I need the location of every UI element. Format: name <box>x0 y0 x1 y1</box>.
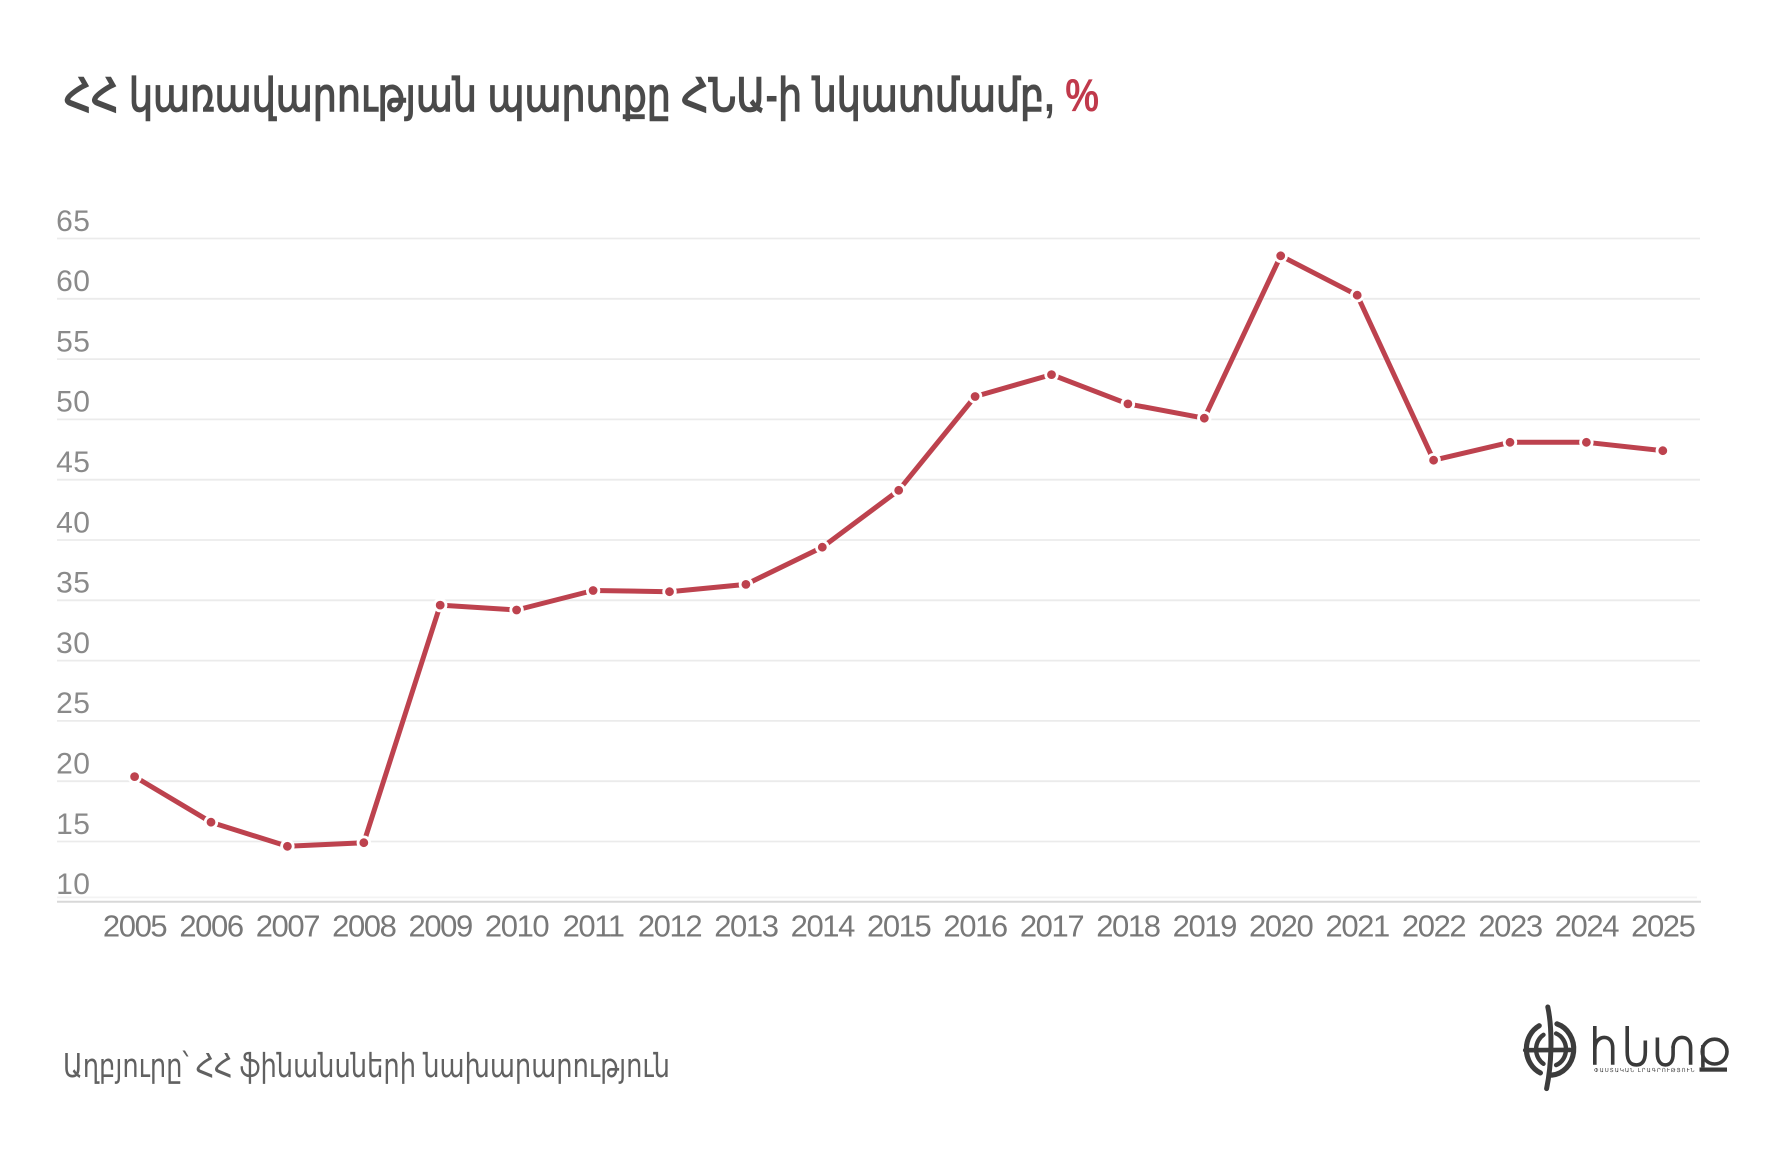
svg-text:2010: 2010 <box>485 908 550 943</box>
svg-text:2015: 2015 <box>867 908 931 943</box>
svg-text:2006: 2006 <box>179 908 243 943</box>
svg-text:2019: 2019 <box>1173 908 1237 943</box>
svg-text:65: 65 <box>56 205 90 238</box>
svg-text:2016: 2016 <box>943 908 1007 943</box>
svg-text:2018: 2018 <box>1096 908 1160 943</box>
svg-text:2025: 2025 <box>1631 908 1695 943</box>
svg-text:10: 10 <box>56 868 90 901</box>
svg-text:2013: 2013 <box>714 908 778 943</box>
svg-text:2020: 2020 <box>1249 908 1314 943</box>
svg-text:35: 35 <box>56 567 90 600</box>
svg-text:2022: 2022 <box>1402 908 1466 943</box>
svg-text:2011: 2011 <box>563 908 624 943</box>
svg-text:ՓԱՍՏԱԿԱՆ ԼՐԱԳՐՈՒԹՅՈՒՆ: ՓԱՍՏԱԿԱՆ ԼՐԱԳՐՈՒԹՅՈՒՆ <box>1594 1067 1696 1074</box>
svg-text:2021: 2021 <box>1326 908 1390 943</box>
svg-text:60: 60 <box>56 265 90 298</box>
svg-text:2008: 2008 <box>332 908 396 943</box>
svg-text:2009: 2009 <box>409 908 473 943</box>
svg-text:50: 50 <box>56 386 90 419</box>
svg-text:40: 40 <box>56 506 90 539</box>
svg-text:2024: 2024 <box>1555 908 1620 943</box>
svg-text:20: 20 <box>56 748 90 781</box>
svg-text:25: 25 <box>56 687 90 720</box>
svg-text:2012: 2012 <box>638 908 702 943</box>
svg-text:2017: 2017 <box>1020 908 1084 943</box>
svg-text:15: 15 <box>56 808 90 841</box>
svg-text:2014: 2014 <box>791 908 856 943</box>
svg-text:55: 55 <box>56 325 90 358</box>
svg-text:30: 30 <box>56 627 90 660</box>
svg-text:45: 45 <box>56 446 90 479</box>
svg-text:2023: 2023 <box>1478 908 1542 943</box>
svg-text:2007: 2007 <box>256 908 320 943</box>
svg-text:2005: 2005 <box>103 908 167 943</box>
